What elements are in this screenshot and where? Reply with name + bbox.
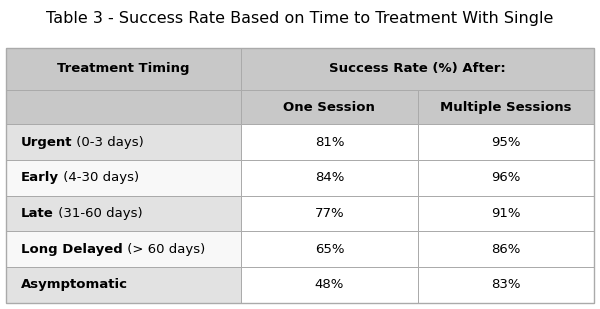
Bar bbox=[418, 124, 594, 160]
Text: Success Rate (%) After:: Success Rate (%) After: bbox=[329, 62, 506, 75]
Bar bbox=[6, 124, 241, 160]
Text: 48%: 48% bbox=[315, 278, 344, 291]
Bar bbox=[241, 48, 594, 90]
Bar bbox=[241, 267, 418, 303]
Bar bbox=[6, 90, 241, 125]
Bar bbox=[6, 196, 241, 231]
Bar bbox=[6, 231, 241, 267]
Bar bbox=[241, 231, 418, 267]
Text: (4-30 days): (4-30 days) bbox=[59, 171, 139, 184]
Text: 86%: 86% bbox=[491, 243, 520, 256]
Bar bbox=[241, 90, 418, 125]
Text: (0-3 days): (0-3 days) bbox=[73, 136, 144, 149]
Text: 91%: 91% bbox=[491, 207, 521, 220]
Text: One Session: One Session bbox=[283, 101, 376, 114]
Text: 84%: 84% bbox=[315, 171, 344, 184]
Bar bbox=[418, 267, 594, 303]
Bar bbox=[6, 160, 241, 196]
Bar bbox=[241, 124, 418, 160]
Text: Long Delayed: Long Delayed bbox=[21, 243, 123, 256]
Bar bbox=[241, 160, 418, 196]
Bar bbox=[418, 231, 594, 267]
Text: Table 3 - Success Rate Based on Time to Treatment With Single: Table 3 - Success Rate Based on Time to … bbox=[46, 11, 554, 26]
Text: 81%: 81% bbox=[314, 136, 344, 149]
Bar bbox=[6, 48, 594, 303]
Text: (> 60 days): (> 60 days) bbox=[123, 243, 205, 256]
Bar bbox=[418, 196, 594, 231]
Text: Late: Late bbox=[21, 207, 54, 220]
Text: Asymptomatic: Asymptomatic bbox=[21, 278, 128, 291]
Bar bbox=[6, 48, 241, 90]
Text: Early: Early bbox=[21, 171, 59, 184]
Text: 77%: 77% bbox=[314, 207, 344, 220]
Bar bbox=[6, 267, 241, 303]
Text: 83%: 83% bbox=[491, 278, 521, 291]
Text: Treatment Timing: Treatment Timing bbox=[58, 62, 190, 75]
Bar bbox=[241, 196, 418, 231]
Text: Urgent: Urgent bbox=[21, 136, 73, 149]
Bar bbox=[418, 90, 594, 125]
Text: 96%: 96% bbox=[491, 171, 520, 184]
Text: 95%: 95% bbox=[491, 136, 521, 149]
Text: (31-60 days): (31-60 days) bbox=[54, 207, 142, 220]
Bar bbox=[418, 160, 594, 196]
Text: 65%: 65% bbox=[314, 243, 344, 256]
Text: Multiple Sessions: Multiple Sessions bbox=[440, 101, 572, 114]
